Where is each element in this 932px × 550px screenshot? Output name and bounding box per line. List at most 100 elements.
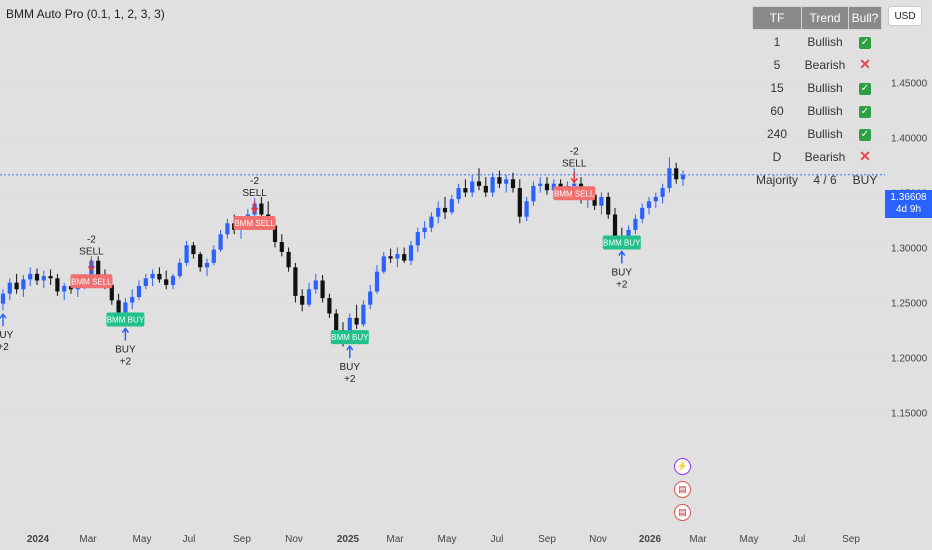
candle-body: [225, 223, 230, 235]
time-tick-label: Nov: [285, 534, 303, 545]
candle-body: [422, 227, 427, 233]
candle-body: [320, 280, 325, 299]
sell-label-box: [70, 274, 113, 289]
lightning-icon[interactable]: ⚡: [674, 458, 691, 475]
candle-body: [48, 276, 53, 279]
header-tf: TF: [752, 6, 802, 30]
time-axis[interactable]: 2024 Mar May Jul Sep Nov 2025 Mar May Jul Sep Nov 20…: [27, 534, 860, 545]
candle-body: [259, 203, 264, 215]
buy-label-text: BMM BUY: [107, 316, 145, 325]
signal-count: +2: [0, 342, 9, 353]
candle-body: [313, 280, 318, 290]
candle-body: [524, 201, 529, 217]
candle-body: [388, 256, 393, 259]
candle-body: [436, 207, 441, 217]
header-bull: Bull?: [848, 6, 882, 30]
tf-cell: 240: [766, 126, 788, 141]
candle-body: [198, 254, 203, 268]
buy-label-box: [106, 312, 145, 327]
candle-body: [456, 188, 461, 200]
price-tick-label: 1.25000: [891, 299, 928, 310]
signal-text: BUY: [340, 362, 361, 373]
time-tick-label: Sep: [538, 534, 556, 545]
price-tick-label: 1.15000: [891, 409, 928, 420]
candle-body: [334, 313, 339, 330]
price-axis[interactable]: 1.450001.400001.350001.300001.250001.200…: [891, 79, 928, 420]
candle-body: [293, 267, 298, 296]
time-tick-label: Mar: [689, 534, 707, 545]
table-row: 15 Bullish ✓: [753, 76, 882, 99]
candle-body: [653, 196, 658, 202]
candle-body: [408, 245, 414, 261]
candle-body: [347, 317, 352, 340]
sell-arrow-icon: [87, 259, 95, 272]
table-row: 60 Bullish ✓: [753, 99, 882, 122]
time-tick-label: Mar: [386, 534, 404, 545]
currency-button[interactable]: USD: [888, 6, 922, 26]
candle-body: [633, 218, 638, 230]
candle-body: [327, 298, 332, 314]
trend-cell: Bearish: [804, 57, 846, 72]
indicator-title[interactable]: BMM Auto Pro (0.1, 1, 2, 3, 3): [6, 7, 165, 21]
signal-text: BUY: [0, 330, 14, 341]
tf-cell: 60: [770, 103, 784, 118]
candle-body: [660, 188, 665, 197]
tf-cell: D: [772, 149, 782, 164]
candle-body: [109, 284, 114, 301]
sell-arrow-icon: [570, 171, 578, 184]
candle-body: [272, 225, 278, 242]
majority-row: Majority 4 / 6 BUY: [753, 168, 882, 191]
candle-body: [381, 256, 386, 272]
candle-body: [96, 260, 101, 277]
candle-body: [429, 216, 434, 228]
candle-body: [279, 242, 284, 252]
us-flag-icon[interactable]: ▤: [674, 504, 691, 521]
buy-arrow-icon: [121, 327, 129, 341]
candle-body: [646, 201, 652, 208]
candle-body: [395, 254, 400, 259]
bar-countdown: 4d 9h: [895, 204, 922, 215]
tf-cell: 5: [773, 57, 781, 72]
candle-body: [497, 177, 502, 184]
candle-body: [55, 278, 60, 292]
candle-body: [544, 183, 550, 191]
time-tick-label: Nov: [589, 534, 607, 545]
signal-count: +2: [120, 357, 132, 368]
signal-count: +2: [344, 374, 356, 385]
candle-body: [626, 229, 631, 241]
candle-body: [612, 214, 618, 237]
signal-text: SELL: [79, 246, 104, 257]
bull-cell: ✓: [849, 30, 882, 54]
candle-body: [361, 304, 366, 325]
candle-body: [354, 317, 359, 325]
candle-body: [170, 276, 176, 285]
candle-body: [286, 251, 291, 268]
sell-label-box: [553, 186, 596, 201]
candle-body: [14, 282, 19, 290]
last-price-badge[interactable]: 1.36608 4d 9h: [885, 190, 932, 218]
buy-label-text: BMM BUY: [331, 333, 369, 342]
header-trend: Trend: [801, 6, 849, 30]
time-tick-label: Jul: [183, 534, 196, 545]
candle-body: [674, 168, 679, 180]
candle-body: [116, 300, 121, 313]
price-tick-label: 1.20000: [891, 354, 928, 365]
time-tick-label: 2025: [337, 534, 360, 545]
candle-body: [449, 199, 454, 213]
time-tick-label: Mar: [79, 534, 97, 545]
check-icon: ✓: [859, 37, 871, 49]
us-flag-icon[interactable]: ▤: [674, 481, 691, 498]
check-icon: ✓: [859, 106, 871, 118]
time-tick-label: Jul: [491, 534, 504, 545]
time-tick-label: 2024: [27, 534, 50, 545]
time-tick-label: Sep: [233, 534, 251, 545]
candle-body: [504, 179, 509, 184]
candle-body: [130, 297, 135, 303]
tf-cell: 1: [773, 34, 781, 49]
time-tick-label: May: [438, 534, 457, 545]
buy-label-text: BMM BUY: [603, 239, 641, 248]
candle-body: [123, 302, 128, 313]
trend-table: TF Trend Bull? 1 Bullish ✓ 5 Bearish ✕ 1…: [752, 6, 882, 191]
